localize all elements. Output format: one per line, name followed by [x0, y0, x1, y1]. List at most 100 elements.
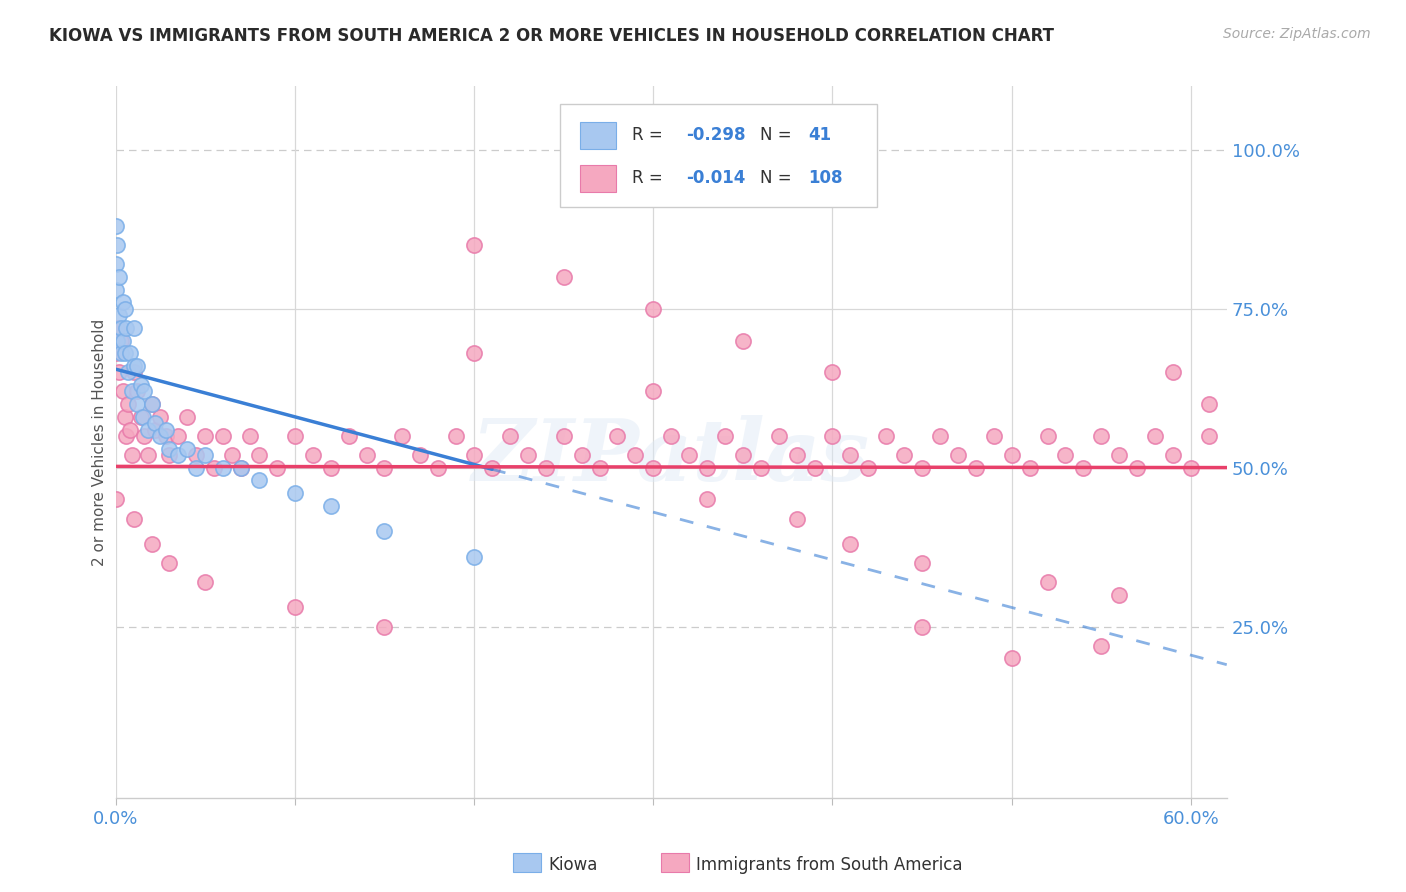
- Point: [107, 334, 129, 348]
- Point: [1144, 429, 1167, 443]
- Point: [643, 384, 665, 399]
- Point: [911, 460, 934, 475]
- Point: [803, 460, 825, 475]
- Point: [786, 448, 808, 462]
- Point: [1108, 448, 1130, 462]
- Point: [110, 346, 132, 360]
- Point: [821, 429, 844, 443]
- Point: [115, 321, 138, 335]
- Text: KIOWA VS IMMIGRANTS FROM SOUTH AMERICA 2 OR MORE VEHICLES IN HOUSEHOLD CORRELATI: KIOWA VS IMMIGRANTS FROM SOUTH AMERICA 2…: [49, 27, 1054, 45]
- Point: [104, 219, 127, 234]
- Point: [159, 556, 181, 570]
- Point: [373, 460, 395, 475]
- Text: Source: ZipAtlas.com: Source: ZipAtlas.com: [1223, 27, 1371, 41]
- Point: [516, 448, 538, 462]
- Point: [221, 448, 243, 462]
- Point: [356, 448, 378, 462]
- Point: [129, 409, 152, 424]
- Point: [373, 524, 395, 539]
- Text: R =: R =: [633, 169, 668, 187]
- Point: [155, 423, 177, 437]
- Point: [266, 460, 288, 475]
- Point: [858, 460, 880, 475]
- Point: [118, 423, 141, 437]
- Point: [946, 448, 969, 462]
- Point: [122, 321, 145, 335]
- Point: [108, 365, 131, 379]
- Text: N =: N =: [761, 126, 792, 145]
- Point: [110, 334, 132, 348]
- Point: [983, 429, 1005, 443]
- Point: [111, 334, 134, 348]
- Text: Kiowa: Kiowa: [548, 856, 598, 874]
- Point: [643, 301, 665, 316]
- Point: [839, 448, 862, 462]
- Y-axis label: 2 or more Vehicles in Household: 2 or more Vehicles in Household: [93, 318, 107, 566]
- Point: [534, 460, 557, 475]
- Point: [129, 378, 152, 392]
- Point: [202, 460, 225, 475]
- Point: [155, 429, 177, 443]
- Point: [696, 460, 718, 475]
- Point: [122, 511, 145, 525]
- Point: [1161, 365, 1184, 379]
- Point: [229, 460, 252, 475]
- Point: [1126, 460, 1149, 475]
- Bar: [581, 121, 616, 149]
- Point: [115, 429, 138, 443]
- Point: [337, 429, 360, 443]
- Point: [111, 384, 134, 399]
- Point: [159, 442, 181, 456]
- Text: ZIPatlas: ZIPatlas: [472, 415, 870, 499]
- Point: [149, 409, 172, 424]
- Point: [110, 321, 132, 335]
- Point: [114, 409, 136, 424]
- Point: [121, 384, 143, 399]
- Point: [229, 460, 252, 475]
- FancyBboxPatch shape: [560, 104, 877, 207]
- Point: [108, 270, 131, 285]
- Point: [284, 600, 307, 615]
- Point: [114, 301, 136, 316]
- Point: [1180, 460, 1202, 475]
- Point: [768, 429, 790, 443]
- Point: [127, 359, 149, 373]
- Point: [714, 429, 737, 443]
- Point: [1090, 639, 1112, 653]
- Point: [186, 448, 208, 462]
- Point: [131, 409, 153, 424]
- Point: [284, 429, 307, 443]
- Point: [731, 448, 754, 462]
- Point: [821, 365, 844, 379]
- Point: [499, 429, 522, 443]
- Point: [965, 460, 987, 475]
- Point: [391, 429, 413, 443]
- Point: [186, 460, 208, 475]
- Point: [1090, 429, 1112, 443]
- Point: [409, 448, 432, 462]
- Text: N =: N =: [761, 169, 792, 187]
- Point: [117, 397, 139, 411]
- Point: [696, 492, 718, 507]
- Point: [893, 448, 915, 462]
- Point: [134, 429, 156, 443]
- Point: [118, 346, 141, 360]
- Point: [319, 460, 342, 475]
- Point: [114, 346, 136, 360]
- Point: [143, 416, 166, 430]
- Point: [194, 448, 217, 462]
- Point: [134, 384, 156, 399]
- Point: [643, 460, 665, 475]
- Point: [678, 448, 700, 462]
- Point: [749, 460, 772, 475]
- Point: [1198, 429, 1220, 443]
- Point: [212, 460, 235, 475]
- Point: [786, 511, 808, 525]
- Point: [117, 365, 139, 379]
- Point: [212, 429, 235, 443]
- Point: [553, 429, 575, 443]
- Point: [463, 549, 485, 564]
- Point: [167, 448, 190, 462]
- Point: [624, 448, 647, 462]
- Point: [176, 442, 198, 456]
